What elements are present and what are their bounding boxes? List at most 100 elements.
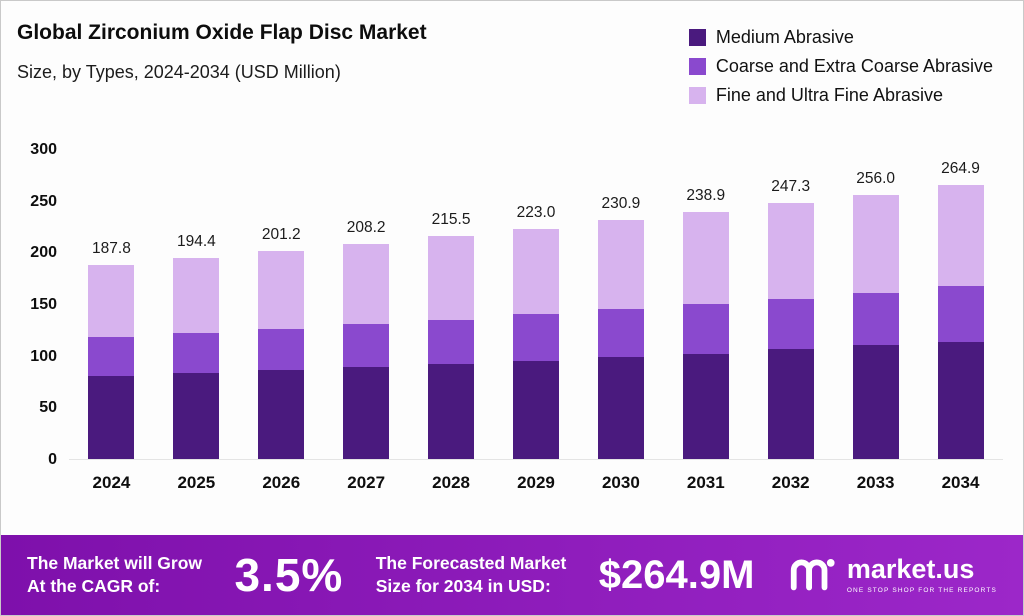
bar-segment bbox=[88, 264, 135, 338]
x-tick-label: 2033 bbox=[856, 473, 895, 492]
stacked-bar bbox=[597, 220, 644, 459]
bar-segment bbox=[767, 349, 814, 459]
bar-column: 247.3 bbox=[748, 150, 833, 459]
bar-column: 264.9 bbox=[918, 150, 1003, 459]
stacked-bar bbox=[343, 243, 390, 459]
bar-segment bbox=[88, 337, 135, 377]
bar-total-label: 256.0 bbox=[856, 169, 895, 187]
bar-column: 208.2 bbox=[324, 150, 409, 459]
x-tick-label: 2029 bbox=[517, 473, 555, 492]
bar-segment bbox=[173, 332, 220, 374]
legend-swatch bbox=[688, 58, 706, 75]
bar-segment bbox=[512, 228, 559, 315]
bar-segment bbox=[597, 309, 644, 357]
bar-segment bbox=[512, 314, 559, 361]
legend-item: Coarse and Extra Coarse Abrasive bbox=[688, 56, 993, 77]
bar-total-label: 194.4 bbox=[176, 233, 216, 251]
forecast-label: The Forecasted Market Size for 2034 in U… bbox=[376, 552, 567, 598]
stacked-bar bbox=[937, 185, 984, 459]
chart-subtitle: Size, by Types, 2024-2034 (USD Million) bbox=[17, 62, 341, 82]
bar-total-label: 238.9 bbox=[686, 187, 726, 205]
cagr-value: 3.5% bbox=[234, 549, 344, 601]
cagr-label: The Market will Grow At the CAGR of: bbox=[27, 552, 202, 598]
bar-segment bbox=[173, 373, 220, 459]
x-tick-label: 2034 bbox=[941, 473, 980, 492]
bar-total-label: 264.9 bbox=[941, 160, 980, 178]
plot-area: 187.8 194.4 201.2 208.2 215.5 223.0 230.9 238.9… bbox=[69, 150, 1003, 460]
bar-column: 230.9 bbox=[578, 150, 663, 459]
y-tick-label: 250 bbox=[30, 192, 57, 210]
bar-segment bbox=[258, 370, 305, 459]
legend-label: Medium Abrasive bbox=[715, 27, 854, 47]
chart-header: Global Zirconium Oxide Flap Disc Market … bbox=[1, 1, 1023, 106]
legend-label: Coarse and Extra Coarse Abrasive bbox=[715, 56, 993, 76]
x-tick-label: 2030 bbox=[601, 473, 640, 492]
bar-column: 238.9 bbox=[663, 150, 748, 459]
x-tick-label: 2026 bbox=[262, 473, 301, 492]
bar-segment bbox=[937, 342, 984, 459]
bottom-banner: The Market will Grow At the CAGR of: 3.5… bbox=[1, 535, 1023, 615]
stacked-bar bbox=[258, 251, 305, 459]
chart-body: 0 50 100 150 200 250 300 187.8 194.4 201.2 208.2 2… bbox=[1, 106, 1023, 535]
forecast-value: $264.9M bbox=[598, 552, 755, 597]
bar-segment bbox=[428, 363, 475, 459]
bar-segment bbox=[682, 212, 729, 305]
y-tick-label: 200 bbox=[30, 244, 57, 262]
legend-item: Medium Abrasive bbox=[688, 27, 993, 48]
bar-column: 223.0 bbox=[494, 150, 579, 459]
brand-name: market.us bbox=[846, 554, 975, 584]
bar-column: 215.5 bbox=[409, 150, 494, 459]
bar-column: 256.0 bbox=[833, 150, 918, 459]
bar-segment bbox=[682, 353, 729, 459]
y-tick-label: 0 bbox=[48, 451, 57, 468]
bar-segment bbox=[767, 298, 814, 350]
cagr-label-line1: The Market will Grow bbox=[27, 553, 203, 574]
bar-segment bbox=[937, 185, 984, 287]
brand-logo: market.us ONE STOP SHOP FOR THE REPORTS bbox=[787, 553, 997, 598]
bar-segment bbox=[597, 356, 644, 459]
stacked-bar bbox=[512, 228, 559, 459]
brand-tagline: ONE STOP SHOP FOR THE REPORTS bbox=[846, 587, 997, 594]
bar-total-label: 201.2 bbox=[261, 226, 301, 244]
stacked-bar bbox=[852, 194, 899, 459]
bar-total-label: 230.9 bbox=[601, 195, 641, 213]
stacked-bar bbox=[682, 212, 729, 459]
bar-segment bbox=[852, 292, 899, 346]
x-tick-label: 2025 bbox=[177, 473, 216, 492]
bar-segment bbox=[767, 203, 814, 299]
y-tick-label: 100 bbox=[30, 347, 57, 365]
x-axis: 2024 2025 2026 2027 2028 2029 2030 2031 2032 2033… bbox=[69, 473, 1003, 493]
bar-segment bbox=[173, 258, 220, 333]
chart-title: Global Zirconium Oxide Flap Disc Market bbox=[17, 21, 427, 44]
bar-segment bbox=[597, 220, 644, 310]
stacked-bar bbox=[767, 203, 814, 459]
bar-total-label: 187.8 bbox=[92, 239, 131, 257]
bar-total-label: 247.3 bbox=[771, 178, 811, 196]
bar-total-label: 215.5 bbox=[431, 211, 471, 229]
bar-segment bbox=[428, 236, 475, 320]
y-tick-label: 300 bbox=[30, 141, 57, 158]
stacked-bar bbox=[88, 264, 135, 459]
x-tick-label: 2031 bbox=[686, 473, 725, 492]
bar-segment bbox=[852, 194, 899, 293]
bar-segment bbox=[937, 286, 984, 343]
y-axis: 0 50 100 150 200 250 300 bbox=[13, 141, 69, 468]
market-us-logo-icon bbox=[787, 553, 837, 598]
x-tick-label: 2028 bbox=[432, 473, 470, 492]
bar-segment bbox=[343, 323, 390, 368]
bar-segment bbox=[343, 243, 390, 324]
bar-segment bbox=[343, 367, 390, 459]
bar-column: 201.2 bbox=[239, 150, 324, 459]
bar-total-label: 208.2 bbox=[346, 218, 386, 236]
bar-segment bbox=[682, 304, 729, 354]
legend-label: Fine and Ultra Fine Abrasive bbox=[715, 85, 943, 105]
forecast-label-line2: Size for 2034 in USD: bbox=[375, 576, 551, 596]
bar-segment bbox=[258, 328, 305, 371]
legend-item: Fine and Ultra Fine Abrasive bbox=[688, 85, 993, 106]
bar-segment bbox=[512, 360, 559, 459]
stacked-bar bbox=[173, 258, 220, 459]
x-tick-label: 2024 bbox=[92, 473, 131, 492]
plot-row: 0 50 100 150 200 250 300 187.8 194.4 201.2 208.2 2… bbox=[13, 141, 1003, 468]
chart-legend: Medium Abrasive Coarse and Extra Coarse A… bbox=[688, 21, 993, 106]
legend-swatch bbox=[688, 87, 706, 104]
